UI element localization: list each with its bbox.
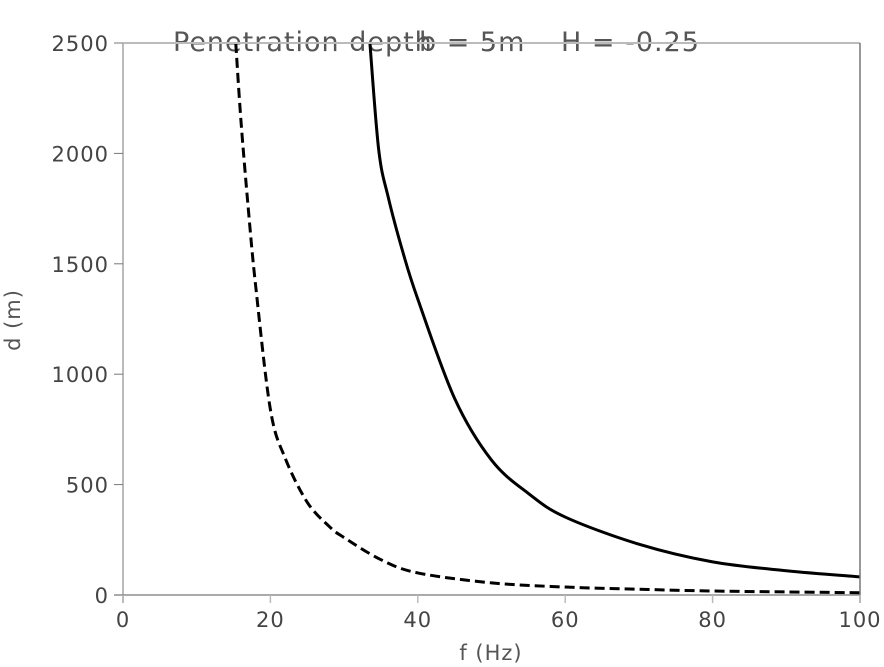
- plot-axes: 0 500 1000 1500 2000 2500 0 20 40 60 80 100: [52, 32, 881, 632]
- x-axis-label: f (Hz): [459, 641, 522, 665]
- x-tick-label: 20: [256, 608, 285, 632]
- x-tick-label: 80: [698, 608, 727, 632]
- x-tick-label: 0: [116, 608, 130, 632]
- y-tick-label: 500: [66, 474, 109, 498]
- y-tick-label: 1000: [52, 363, 109, 387]
- y-axis-label: d (m): [1, 289, 25, 351]
- x-tick-label: 60: [551, 608, 580, 632]
- y-tick-label: 0: [95, 584, 109, 608]
- y-tick-label: 1500: [52, 253, 109, 277]
- y-tick-label: 2000: [52, 142, 109, 166]
- series-dashed-line: [234, 43, 860, 595]
- x-tick-label: 100: [838, 608, 881, 632]
- y-tick-label: 2500: [52, 32, 109, 56]
- x-tick-label: 40: [403, 608, 432, 632]
- series-solid-line: [368, 43, 860, 579]
- plot-curves: [234, 43, 860, 595]
